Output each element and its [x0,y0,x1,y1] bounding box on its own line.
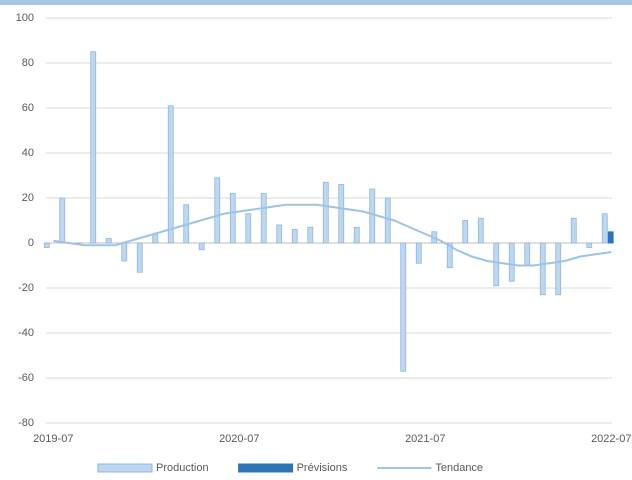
bar [229,193,236,244]
bar [570,217,577,244]
legend-swatch [238,463,294,473]
bar [400,242,407,372]
bar [43,242,50,248]
y-tick-label: -60 [18,372,34,384]
bar [607,231,614,244]
y-tick-label: 60 [22,102,34,114]
bar [601,213,608,244]
bar [462,220,469,244]
y-tick-label: -80 [18,417,34,429]
bar [260,193,267,244]
y-tick-label: 100 [16,12,34,24]
bar [245,213,252,244]
y-tick-label: -40 [18,327,34,339]
bar [586,242,593,248]
bar [508,242,515,282]
y-tick-label: 40 [22,147,34,159]
x-tick-label: 2019-07 [33,433,73,445]
y-tick-label: 80 [22,57,34,69]
y-tick-label: 0 [28,237,34,249]
bar [105,238,112,244]
bar [307,226,314,244]
bar [555,242,562,296]
top-band [0,0,632,5]
bar [291,229,298,244]
bar [59,197,66,244]
x-tick-label: 2020-07 [219,433,259,445]
bar [446,242,453,269]
x-tick-label: 2021-07 [405,433,445,445]
bar [276,224,283,244]
bar [167,105,174,244]
bar [152,233,159,244]
bar [322,181,329,244]
y-tick-label: -20 [18,282,34,294]
bar [493,242,500,287]
bar [90,51,97,244]
bar [539,242,546,296]
bar [415,242,422,264]
bar [338,184,345,244]
bar [136,242,143,273]
trend-line [53,203,612,267]
legend-label: Prévisions [297,462,348,474]
y-tick-label: 20 [22,192,34,204]
bar [369,188,376,244]
legend-label: Tendance [435,462,483,474]
x-tick-label: 2022-07 [591,433,631,445]
bar [214,177,221,244]
bar [477,217,484,244]
bar [524,242,531,266]
bar [121,242,128,262]
legend-swatch [97,463,153,473]
legend-label: Production [156,462,209,474]
bar [198,242,205,251]
bar [353,226,360,244]
bar [384,197,391,244]
